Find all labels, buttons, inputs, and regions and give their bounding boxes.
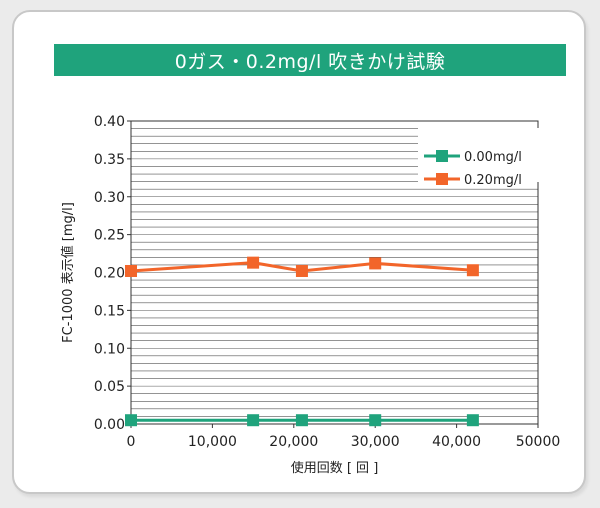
x-tick-label: 0 [127,434,136,450]
data-point [125,414,137,427]
y-tick-label: 0.25 [94,228,125,244]
y-tick-label: 0.35 [94,152,125,168]
data-point [247,414,260,427]
x-axis-ticks: 0 10,000 20,000 30,000 40,000 50000 [127,424,561,450]
legend: 0.00mg/l 0.20mg/l [418,128,540,188]
data-point [125,264,137,277]
y-tick-label: 0.20 [94,266,125,282]
data-point [247,256,260,269]
x-tick-label: 20,000 [269,434,318,450]
x-tick-label: 50000 [516,434,561,450]
data-point [295,264,308,277]
x-tick-label: 40,000 [432,434,481,450]
legend-label: 0.00mg/l [464,150,522,165]
chart-card [12,10,586,494]
data-point [295,414,308,427]
data-point [369,257,382,270]
data-point [466,414,479,427]
x-axis-label: 使用回数 [ 回 ] [291,460,379,476]
series-layer [125,256,479,427]
legend-marker [436,150,448,162]
legend-marker [436,173,448,185]
x-tick-label: 10,000 [188,434,237,450]
y-tick-label: 0.30 [94,190,125,206]
y-tick-label: 0.15 [94,303,125,319]
y-tick-label: 0.00 [94,417,125,433]
legend-label: 0.20mg/l [464,173,522,188]
data-point [466,264,479,277]
x-tick-label: 30,000 [351,434,400,450]
y-tick-label: 0.05 [94,379,125,395]
data-point [369,414,382,427]
y-tick-label: 0.10 [94,341,125,357]
y-tick-label: 0.40 [94,114,125,130]
y-axis-label: FC-1000 表示値 [mg/l] [60,202,76,343]
chart-title: 0ガス・0.2mg/l 吹きかけ試験 [54,44,566,76]
y-axis-ticks: 0.00 0.05 0.10 0.15 0.20 0.25 0.30 0.35 0.40 [94,114,131,433]
